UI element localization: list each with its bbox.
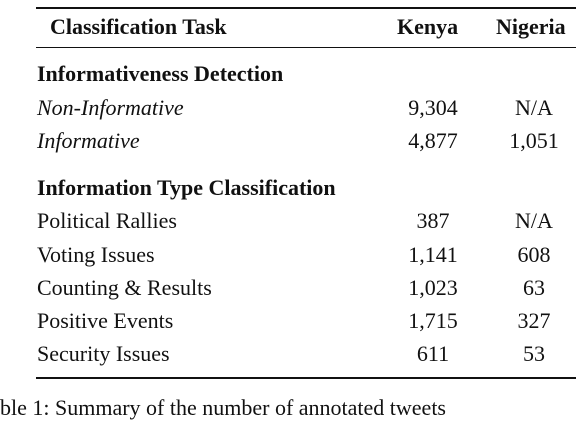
section-title-information-type: Information Type Classification	[37, 175, 336, 200]
row-kenya-value: 4,877	[408, 128, 458, 153]
row-kenya-value: 9,304	[408, 95, 458, 120]
row-label: Positive Events	[37, 308, 174, 333]
row-label: Security Issues	[37, 341, 170, 366]
row-nigeria-value: N/A	[515, 208, 553, 233]
row-nigeria-value: 63	[523, 275, 545, 300]
row-label: Political Rallies	[37, 208, 177, 233]
row-kenya-value: 611	[416, 341, 450, 366]
row-label: Counting & Results	[37, 275, 212, 300]
row-kenya-value: 1,715	[408, 308, 458, 333]
row-label: Informative	[37, 128, 140, 153]
row-nigeria-value: N/A	[515, 95, 553, 120]
row-nigeria-value: 1,051	[509, 128, 559, 153]
table-caption: ble 1: Summary of the number of annotate…	[0, 395, 446, 420]
row-kenya-value: 1,141	[408, 242, 458, 267]
row-kenya-value: 387	[416, 208, 450, 233]
row-label: Voting Issues	[37, 242, 155, 267]
header-nigeria: Nigeria	[496, 14, 566, 39]
header-kenya: Kenya	[397, 14, 459, 39]
row-nigeria-value: 608	[517, 242, 551, 267]
table-header-rule	[36, 47, 576, 48]
header-classification-task: Classification Task	[50, 14, 227, 39]
table-top-rule	[36, 7, 576, 9]
row-nigeria-value: 327	[517, 308, 551, 333]
row-nigeria-value: 53	[523, 341, 545, 366]
row-kenya-value: 1,023	[408, 275, 458, 300]
section-title-informativeness: Informativeness Detection	[37, 61, 284, 86]
table-bottom-rule	[36, 377, 576, 379]
row-label: Non-Informative	[37, 95, 184, 120]
